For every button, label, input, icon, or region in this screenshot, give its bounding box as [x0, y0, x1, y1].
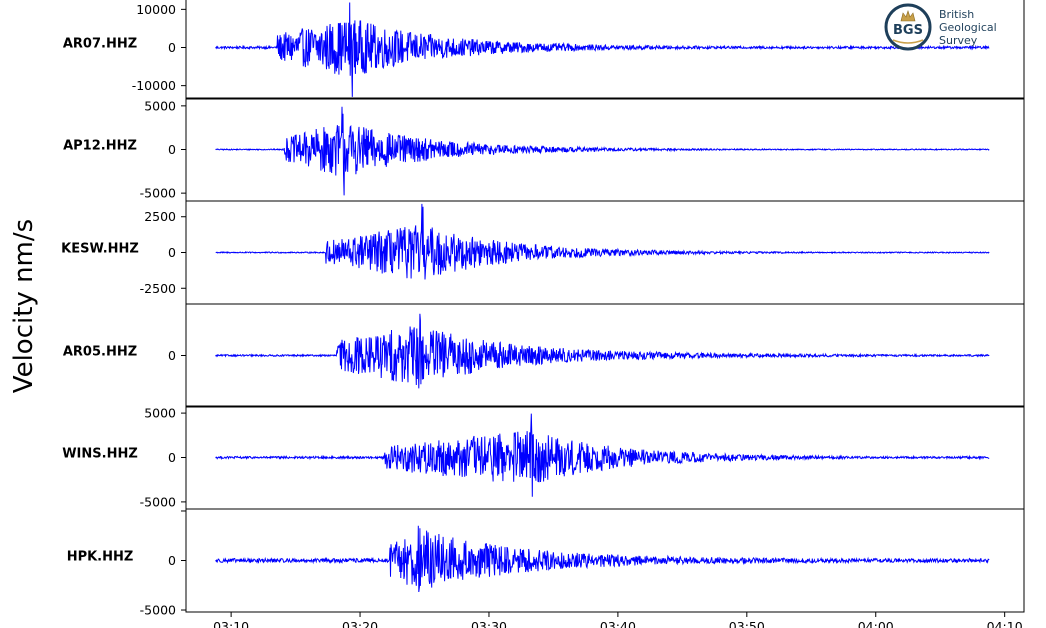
- waveform-trace: [215, 525, 990, 593]
- x-tick-label: 04:10: [987, 619, 1023, 628]
- waveform-trace: [215, 413, 990, 497]
- x-tick-label: 03:40: [600, 619, 636, 628]
- y-tick-label: -2500: [140, 281, 176, 296]
- waveform-trace: [215, 106, 990, 196]
- y-tick-label: 5000: [144, 98, 176, 113]
- x-tick-label: 03:50: [729, 619, 765, 628]
- station-label: KESW.HHZ: [61, 242, 139, 257]
- station-label: AP12.HHZ: [63, 139, 137, 154]
- x-tick-label: 03:10: [213, 619, 249, 628]
- y-axis-label: Velocity nm/s: [9, 219, 39, 393]
- time-axis: 03:10 03:20 03:30 03:40 03:50 04:00 04:10: [213, 612, 1023, 628]
- y-tick-label: -5000: [140, 603, 176, 618]
- panel-kesw-hhz: 2500 0 -2500 KESW.HHZ: [61, 200, 1025, 305]
- waveform-trace: [215, 203, 990, 280]
- station-label: AR07.HHZ: [63, 37, 137, 52]
- y-tick-label: 0: [168, 142, 176, 157]
- station-label: WINS.HHZ: [62, 447, 138, 462]
- y-tick-label: -5000: [140, 494, 176, 509]
- bgs-logo: BGS British Geological Survey: [884, 3, 997, 51]
- logo-ring: [884, 3, 932, 51]
- station-label: AR05.HHZ: [63, 345, 137, 360]
- logo-wave: [892, 39, 924, 44]
- y-tick-label: 2500: [144, 209, 176, 224]
- panel-ar05-hhz: 0 AR05.HHZ: [63, 303, 1025, 408]
- x-tick-label: 03:30: [471, 619, 507, 628]
- waveform-trace: [215, 313, 990, 389]
- crown-icon: [900, 10, 916, 22]
- y-tick-label: 0: [168, 40, 176, 55]
- panel-hpk-hhz: 0 -5000 HPK.HHZ: [67, 508, 1025, 618]
- y-tick-label: 0: [168, 450, 176, 465]
- waveform-trace: [215, 2, 990, 97]
- panel-wins-hhz: 5000 0 -5000 WINS.HHZ: [62, 405, 1025, 510]
- logo-line-1: British: [939, 8, 974, 21]
- y-tick-label: 0: [168, 348, 176, 363]
- station-label: HPK.HHZ: [67, 550, 134, 565]
- y-tick-label: 5000: [144, 406, 176, 421]
- y-tick-label: 10000: [136, 2, 176, 17]
- x-tick-label: 03:20: [342, 619, 378, 628]
- panel-ar07-hhz: 10000 0 -10000 AR07.HHZ: [63, 0, 1025, 100]
- y-tick-label: 0: [168, 553, 176, 568]
- panel-ap12-hhz: 5000 0 -5000 AP12.HHZ: [63, 97, 1025, 202]
- y-tick-label: 0: [168, 245, 176, 260]
- logo-line-2: Geological: [939, 21, 997, 34]
- logo-abbreviation: BGS: [893, 23, 923, 38]
- logo-line-3: Survey: [939, 34, 978, 47]
- trace-panels: 10000 0 -10000 AR07.HHZ 5000 0 -5000 AP12.HHZ 25…: [61, 0, 1025, 618]
- y-tick-label: -5000: [140, 186, 176, 201]
- x-tick-label: 04:00: [858, 619, 894, 628]
- y-tick-label: -10000: [132, 78, 176, 93]
